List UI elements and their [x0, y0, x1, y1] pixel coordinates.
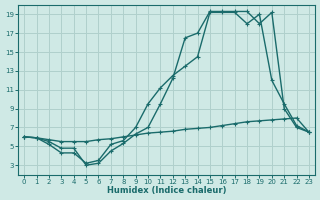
- X-axis label: Humidex (Indice chaleur): Humidex (Indice chaleur): [107, 186, 226, 195]
